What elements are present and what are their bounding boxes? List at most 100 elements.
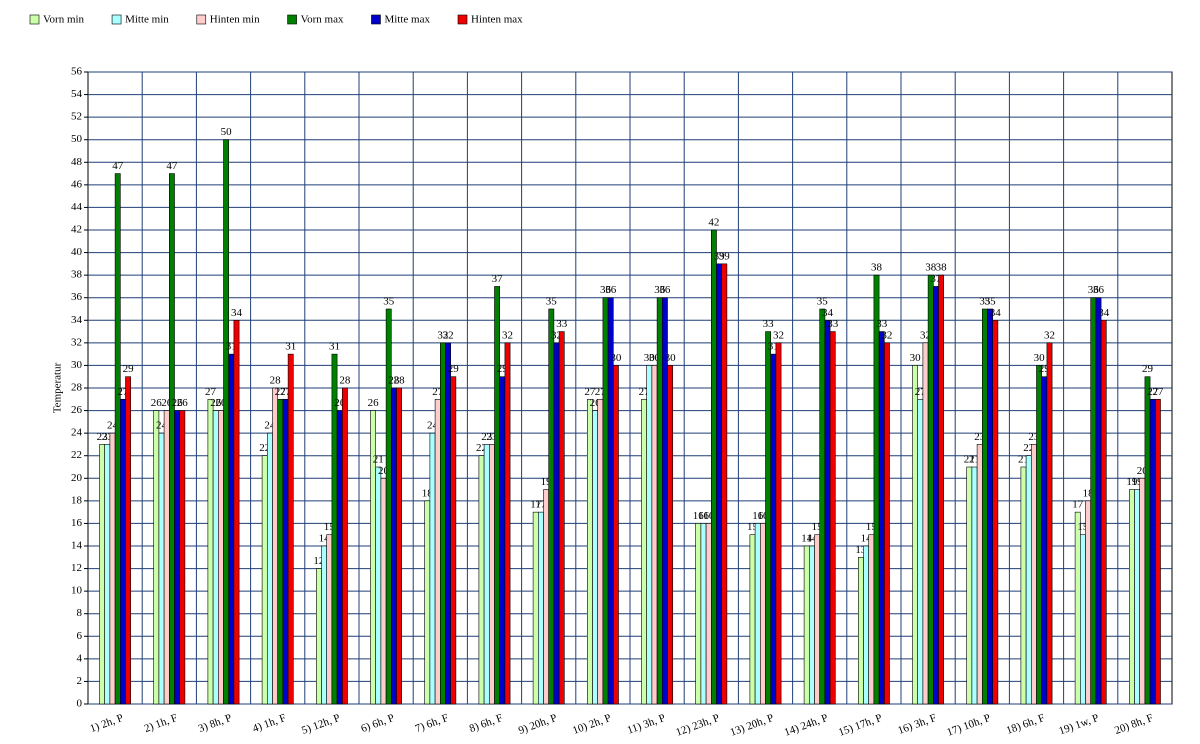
bar [543,489,549,705]
data-label: 23 [481,431,493,443]
bar [938,274,944,705]
bar [1100,319,1107,705]
bar [656,297,663,705]
data-label: 29 [1142,363,1154,375]
bar [261,455,268,705]
x-tick-label: 20) 8h, F [1113,712,1155,737]
bar [326,534,333,705]
data-label: 27 [117,386,129,398]
data-label: 27 [275,386,287,398]
data-label: 34 [822,307,834,319]
bar [976,444,983,705]
bar [1144,376,1151,705]
bar [483,444,490,705]
bar [1036,365,1042,705]
bar [424,500,431,705]
data-label: 34 [1098,307,1110,319]
data-label: 20 [1137,465,1149,477]
data-label: 29 [497,363,509,375]
bar [1139,477,1146,705]
legend-label: Vorn max [301,14,344,26]
legend-swatch [196,14,207,25]
bar [922,342,929,705]
data-label: 37 [492,273,504,285]
bar [987,308,993,705]
data-label: 16 [693,510,705,522]
data-label: 31 [285,341,296,353]
bar [341,387,348,705]
x-tick-label: 11) 3h, P [626,712,667,737]
y-axis-label: Temperatur [52,362,64,413]
data-label: 22 [476,442,487,454]
data-label: 31 [226,341,237,353]
data-label: 31 [768,341,779,353]
data-label: 26 [590,397,602,409]
data-label: 26 [161,397,173,409]
y-tick-label: 4 [77,652,83,664]
data-label: 38 [925,262,937,274]
bar [390,387,397,705]
data-label: 39 [719,250,731,262]
x-tick-label: 13) 20h, P [729,712,776,739]
y-tick-label: 36 [71,291,83,303]
data-label: 36 [659,284,671,296]
x-tick-label: 7) 6h, F [414,712,451,735]
data-label: 15 [1077,521,1089,533]
data-label: 27 [639,386,651,398]
bar [651,365,658,705]
bar [266,432,273,705]
y-tick-label: 22 [71,449,82,461]
legend-label: Vorn min [43,14,85,26]
bar [819,308,826,705]
bar [1080,534,1086,705]
bar [873,274,880,705]
bar [1134,489,1140,705]
legend-swatch [457,14,468,25]
bar [966,466,973,705]
legend-label: Hinten max [471,14,523,26]
bar [716,263,722,705]
legend-label: Mitte max [384,14,430,26]
data-label: 16 [752,510,764,522]
data-label: 20 [378,465,390,477]
bar [499,376,506,705]
data-label: 47 [166,160,178,172]
data-label: 32 [437,329,448,341]
bar [883,342,890,705]
bar [1090,297,1097,705]
data-label: 50 [221,126,233,138]
x-tick-label: 10) 2h, P [571,712,613,737]
bar [1149,398,1156,705]
bar [212,410,219,705]
y-tick-label: 10 [71,585,83,597]
data-label: 15 [812,521,824,533]
y-tick-label: 26 [71,404,83,416]
y-tick-label: 14 [71,540,83,552]
data-label: 36 [1088,284,1100,296]
data-label: 27 [280,386,292,398]
bar [765,331,771,705]
bar [646,365,653,705]
data-label: 27 [432,386,444,398]
data-label: 21 [964,454,975,466]
data-label: 27 [595,386,607,398]
x-tick-label: 18) 6h, F [1005,712,1047,737]
data-label: 36 [600,284,612,296]
x-tick-label: 1) 2h, P [88,712,125,735]
bar [1129,489,1135,705]
bar [223,139,229,705]
bar [125,376,131,705]
legend-label: Hinten min [210,14,260,26]
data-label: 24 [264,420,276,432]
bar [814,534,820,705]
bar [803,545,810,705]
data-label: 17 [535,499,547,511]
bar [667,365,673,705]
bar [912,365,918,705]
bar [158,432,165,705]
bar [932,286,939,705]
bar [558,331,565,705]
data-label: 37 [930,273,942,285]
data-label: 32 [920,329,931,341]
bar [114,173,121,705]
